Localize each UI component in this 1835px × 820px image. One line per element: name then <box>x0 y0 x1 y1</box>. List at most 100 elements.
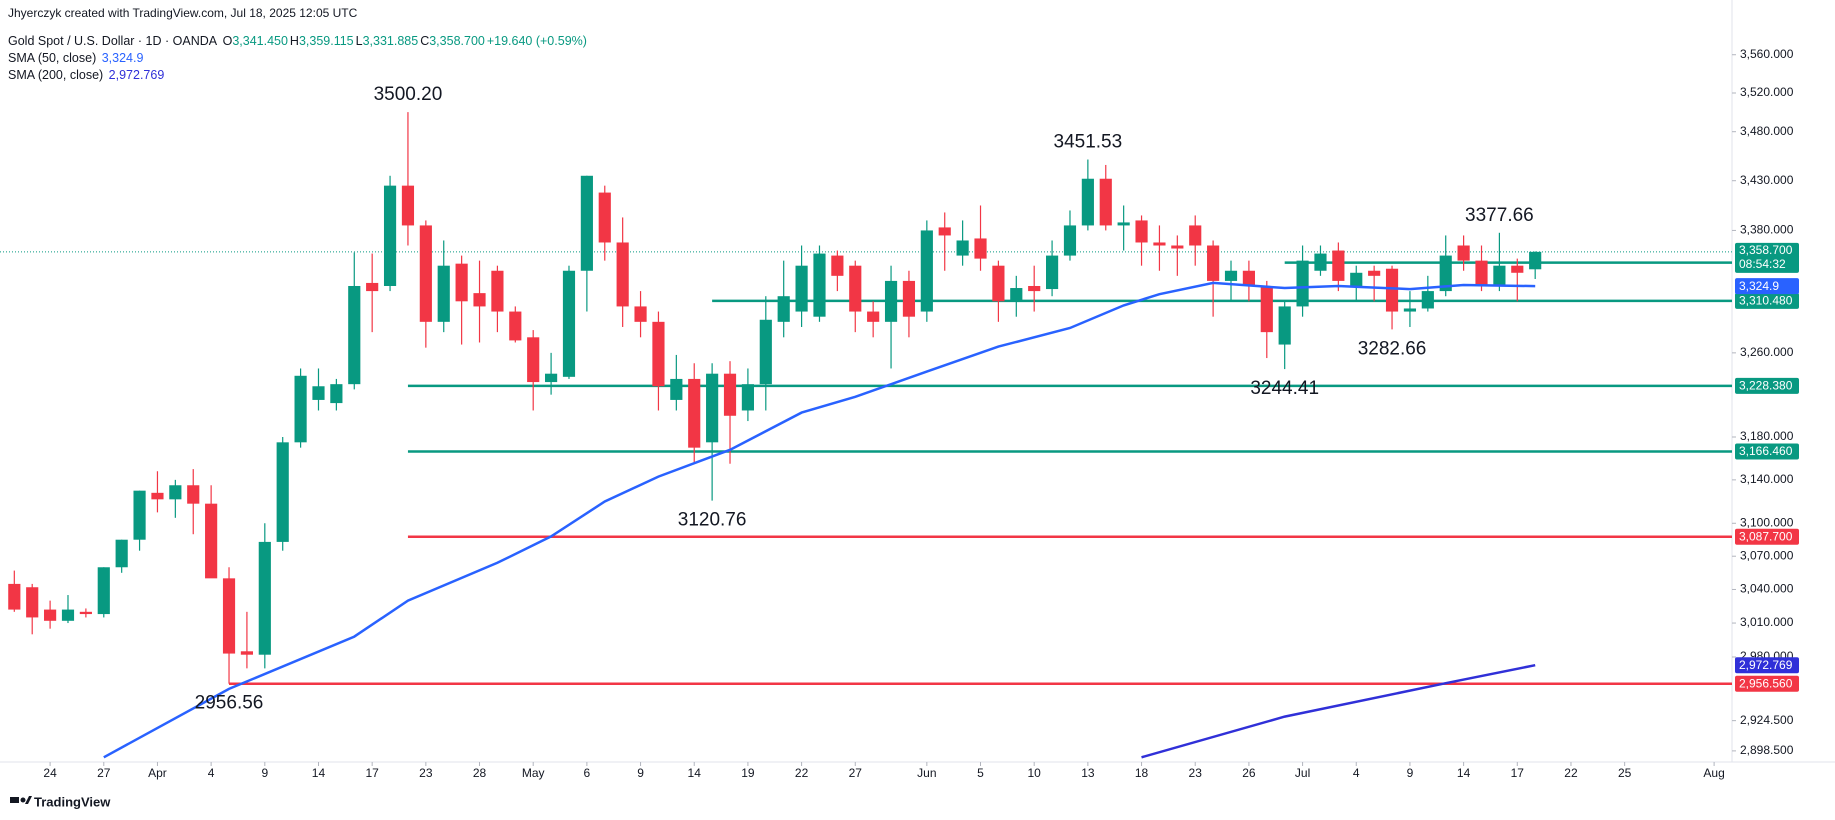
price-annotation: 3451.53 <box>1054 132 1123 153</box>
sma200-legend: SMA (200, close) 2,972.769 <box>8 68 166 82</box>
candle-body <box>1350 272 1363 286</box>
y-tick-label: 3,480.000 <box>1740 124 1794 138</box>
candle-body <box>956 240 969 256</box>
sma-badge <box>1735 278 1799 295</box>
sma-badge-label: 3,324.9 <box>1739 279 1779 293</box>
candle-body <box>634 306 647 322</box>
y-tick-label: 3,260.000 <box>1740 345 1794 359</box>
x-tick-label: 26 <box>1242 766 1256 780</box>
candle-body <box>509 311 522 341</box>
candle-body <box>1278 306 1291 345</box>
level-badge <box>1735 377 1799 394</box>
candle-body <box>1403 308 1417 312</box>
candle-body <box>527 337 540 383</box>
candle-body <box>688 378 701 448</box>
x-tick-label: May <box>522 766 545 780</box>
candle-body <box>1529 251 1542 270</box>
sma-line <box>103 281 1536 759</box>
candle-body <box>652 321 665 387</box>
logo-icon <box>25 796 32 804</box>
x-tick-label: 5 <box>977 766 984 780</box>
candle-body <box>1099 178 1112 226</box>
ohlc-value: 3,331.885 <box>362 34 419 48</box>
x-tick-label: 14 <box>688 766 702 780</box>
candle-body <box>366 282 379 292</box>
logo-icon <box>20 797 26 803</box>
x-tick-label: Apr <box>148 766 167 780</box>
y-tick-label: 3,430.000 <box>1740 173 1794 187</box>
y-tick-label: 3,010.000 <box>1740 615 1794 629</box>
candle-body <box>580 175 593 271</box>
indicator-name: SMA (50, close) <box>8 51 97 65</box>
candle-body <box>1368 270 1381 276</box>
candle-body <box>151 492 164 500</box>
candle-body <box>813 253 826 317</box>
y-tick-label: 3,520.000 <box>1740 85 1794 99</box>
candle-body <box>545 373 558 383</box>
ohlc-value: 3,359.115 <box>298 34 354 48</box>
x-tick-label: 13 <box>1081 766 1095 780</box>
candle-body <box>491 270 504 312</box>
candle-body <box>974 238 987 259</box>
y-tick-label: 3,040.000 <box>1740 582 1794 596</box>
candle-body <box>169 485 182 500</box>
x-tick-label: 28 <box>473 766 487 780</box>
candle-body <box>1475 260 1488 286</box>
candle-body <box>79 611 92 615</box>
symbol: Gold Spot / U.S. Dollar · 1D · OANDA <box>8 34 218 48</box>
x-tick-label: Jul <box>1295 766 1310 780</box>
candle-body <box>759 319 772 385</box>
candle-body <box>133 490 146 540</box>
x-tick-label: 14 <box>1457 766 1471 780</box>
ohlc-value: 3,358.700 <box>429 34 485 48</box>
x-tick-label: 23 <box>1189 766 1203 780</box>
price-annotation: 3377.66 <box>1465 205 1534 226</box>
x-tick-label: 6 <box>584 766 591 780</box>
indicator-value: 2,972.769 <box>108 68 165 82</box>
candle-body <box>1332 250 1345 281</box>
ohlc-value: 3,341.450 <box>232 34 288 48</box>
candle-body <box>222 578 236 654</box>
ohlc-key: C <box>420 34 430 48</box>
price-annotation: 3120.76 <box>678 510 747 531</box>
plot-area: 3500.20 3451.53 3377.66 2956.56 3120.76 3244.… <box>0 84 1732 759</box>
x-tick-label: 19 <box>741 766 755 780</box>
candle-body <box>61 609 75 621</box>
candle-body <box>1045 255 1059 290</box>
candle-body <box>562 270 576 377</box>
level-badge <box>1735 443 1799 460</box>
logo: TradingView <box>10 794 111 809</box>
x-tick-label: 27 <box>849 766 863 780</box>
candle-body <box>1117 222 1130 226</box>
candle-body <box>1242 270 1255 286</box>
candle-body <box>294 375 307 443</box>
candle-body <box>383 185 397 286</box>
level-badge <box>1735 675 1799 692</box>
candle-body <box>276 442 289 542</box>
x-tick-label: 4 <box>1353 766 1360 780</box>
candle-body <box>1260 285 1273 333</box>
x-tick-label: 9 <box>637 766 644 780</box>
candle-body <box>1010 288 1023 302</box>
x-tick-label: Jun <box>917 766 936 780</box>
last-price-label: 3,358.700 <box>1739 243 1793 257</box>
sma-badge <box>1735 657 1799 674</box>
candle-body <box>187 485 200 504</box>
price-annotation: 3244.41 <box>1250 378 1319 399</box>
candle-body <box>1135 220 1148 243</box>
x-tick-label: Aug <box>1703 766 1724 780</box>
change: +19.640 (+0.59%) <box>486 34 587 48</box>
candle-body <box>240 651 254 655</box>
candle-body <box>1421 291 1434 309</box>
candle-body <box>741 384 754 411</box>
candle-body <box>1207 245 1220 281</box>
candle-body <box>1171 245 1184 249</box>
level-badge-label: 2,956.560 <box>1739 676 1793 690</box>
y-tick-label: 3,140.000 <box>1740 472 1794 486</box>
candle-body <box>920 230 933 312</box>
candle-body <box>437 265 450 322</box>
candle-body <box>455 263 468 302</box>
x-tick-label: 22 <box>795 766 809 780</box>
candle-body <box>1224 270 1238 281</box>
